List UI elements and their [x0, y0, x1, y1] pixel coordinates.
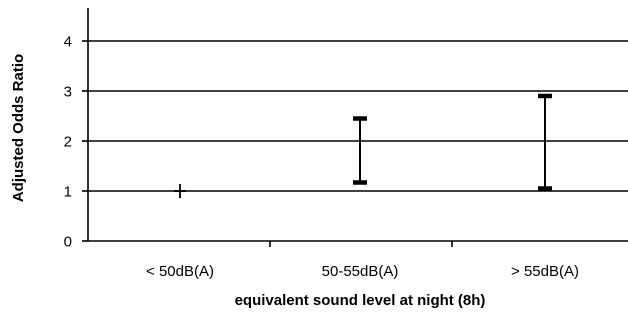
x-tick-label: > 55dB(A) — [511, 263, 579, 280]
y-tick-label: 4 — [64, 34, 72, 51]
gridlines — [88, 40, 628, 192]
y-tick-labels: 0 1 2 3 4 — [64, 34, 72, 251]
x-tick-labels: < 50dB(A) 50-55dB(A) > 55dB(A) — [146, 263, 579, 280]
x-axis-title: equivalent sound level at night (8h) — [235, 292, 486, 309]
y-tick-label: 1 — [64, 184, 72, 201]
y-tick-label: 0 — [64, 234, 72, 251]
y-tick-label: 3 — [64, 84, 72, 101]
error-bars — [174, 93, 552, 198]
axes — [82, 8, 628, 247]
y-tick-label: 2 — [64, 134, 72, 151]
y-axis-title: Adjusted Odds Ratio — [10, 54, 27, 202]
x-tick-label: < 50dB(A) — [146, 263, 214, 280]
x-tick-label: 50-55dB(A) — [322, 263, 399, 280]
